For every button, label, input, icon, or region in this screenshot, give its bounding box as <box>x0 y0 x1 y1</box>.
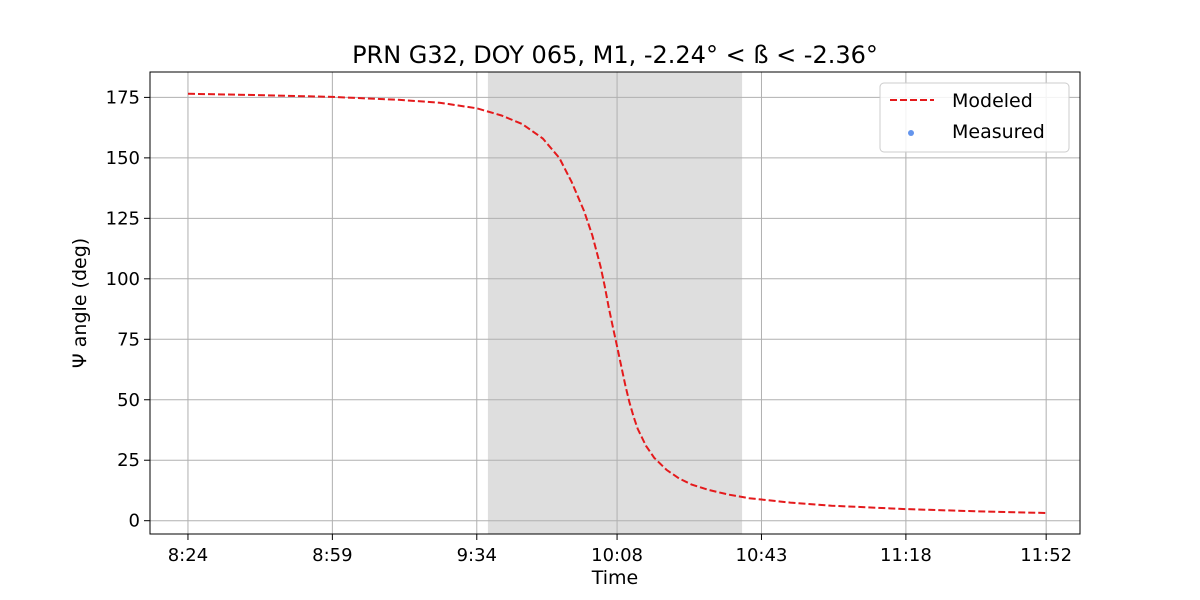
x-tick-label: 8:59 <box>312 545 352 566</box>
y-tick-label: 50 <box>117 390 140 411</box>
series-line-modeled <box>187 92 1047 514</box>
legend-label-measured: Measured <box>952 121 1045 143</box>
y-tick-label: 25 <box>117 450 140 471</box>
x-axis-label: Time <box>591 567 639 589</box>
y-tick-label: 150 <box>106 148 140 169</box>
legend: Modeled Measured <box>879 82 1070 153</box>
x-tick-label: 11:18 <box>880 545 932 566</box>
shaded-span <box>487 72 743 534</box>
tick-layer: 8:24 8:59 9:34 10:08 10:43 11:18 11:52 0 25 50 75 1… <box>106 87 1072 566</box>
x-tick-label: 10:43 <box>736 545 788 566</box>
chart-title: PRN G32, DOY 065, M1, -2.24° < ß < -2.36… <box>352 41 878 69</box>
x-tick-label: 10:08 <box>591 545 643 566</box>
y-tick-label: 75 <box>117 329 140 350</box>
legend-swatch-measured <box>908 130 914 136</box>
x-tick-label: 9:34 <box>457 545 497 566</box>
y-tick-label: 100 <box>106 269 140 290</box>
y-tick-label: 125 <box>106 208 140 229</box>
y-tick-label: 175 <box>106 87 140 108</box>
series-layer <box>187 92 1047 514</box>
legend-label-modeled: Modeled <box>952 90 1033 112</box>
y-tick-label: 0 <box>129 511 140 532</box>
shaded-region-layer <box>487 72 743 534</box>
grid-layer <box>150 72 1080 534</box>
x-tick-label: 8:24 <box>168 545 208 566</box>
legend-box <box>879 82 1070 153</box>
plot-frame <box>149 71 1081 535</box>
y-axis-label: Ψ angle (deg) <box>69 238 91 368</box>
x-tick-label: 11:52 <box>1020 545 1072 566</box>
